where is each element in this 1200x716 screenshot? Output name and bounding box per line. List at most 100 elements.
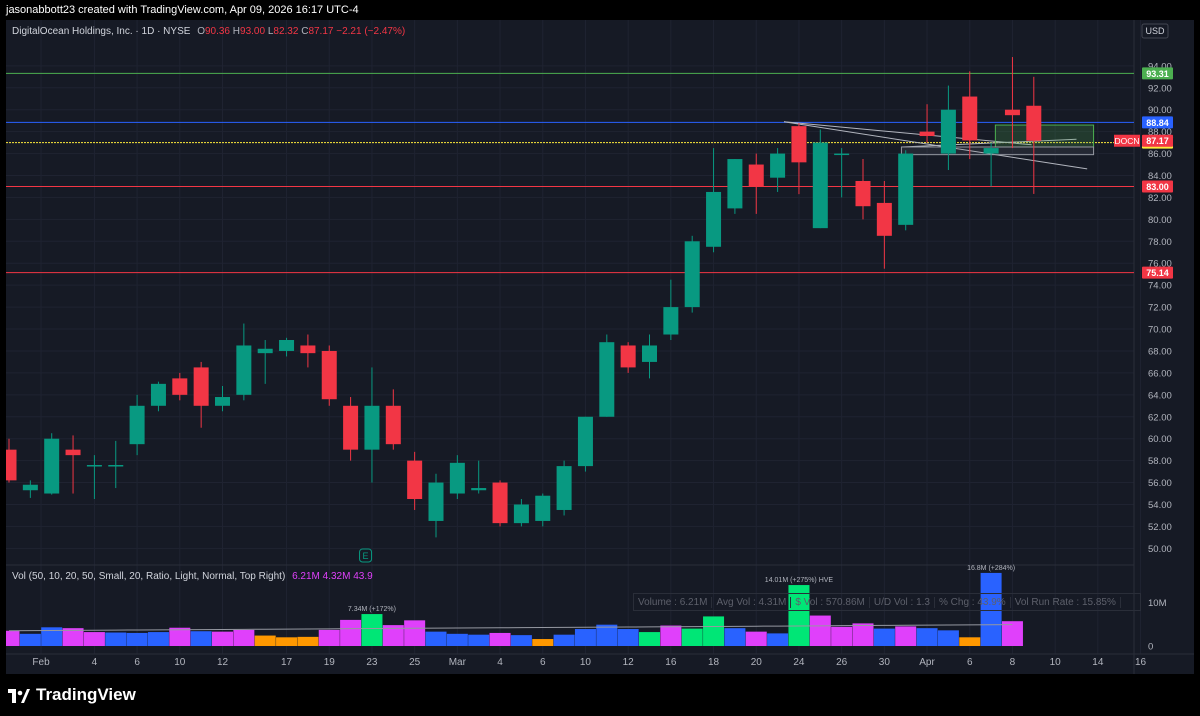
price-tick-label: 54.00 (1148, 500, 1172, 511)
time-tick-label: 24 (793, 657, 805, 668)
candle (449, 462, 465, 494)
price-level-label: 75.14 (1146, 268, 1169, 278)
price-tick-label: 94.00 (1148, 61, 1172, 72)
currency-badge (1141, 23, 1169, 39)
candle (300, 345, 316, 354)
candle (193, 367, 209, 406)
candle (556, 466, 572, 510)
close-label: C (301, 26, 309, 37)
time-tick-label: 16 (665, 657, 677, 668)
candle (279, 339, 295, 351)
volume-value-2: 4.32M (322, 571, 351, 582)
candle (513, 504, 529, 524)
symbol-legend: DigitalOcean Holdings, Inc. · 1D · NYSE … (12, 25, 405, 39)
header-bar: jasonabbott23 created with TradingView.c… (0, 0, 1200, 20)
open-label: O (197, 26, 205, 37)
candle (876, 202, 892, 236)
time-tick-label: Apr (919, 657, 935, 668)
candle (684, 241, 700, 308)
volume-bar (361, 614, 383, 646)
time-tick-label: 23 (366, 657, 378, 668)
candle (599, 342, 615, 417)
candle (706, 191, 722, 247)
volume-bar (169, 627, 191, 646)
trendline (901, 138, 1077, 148)
price-tick-label: 86.00 (1148, 149, 1172, 160)
volume-bar (126, 632, 148, 646)
volume-bar (681, 628, 703, 646)
candle (129, 405, 145, 445)
tradingview-logo[interactable]: TradingView (8, 684, 136, 706)
price-level-label: 88.84 (1146, 118, 1169, 128)
time-tick-label: 30 (879, 657, 891, 668)
volume-annotation: 14.01M (+275%) HVE (765, 577, 834, 584)
stat-run-rate: Vol Run Rate : 15.85% (1010, 597, 1121, 608)
volume-bar (617, 629, 639, 646)
volume-stats-box: Volume : 6.21M Avg Vol : 4.31M $ Vol : 570… (633, 593, 1141, 611)
price-tick-label: 58.00 (1148, 456, 1172, 467)
time-tick-label: 10 (580, 657, 592, 668)
volume-value-3: 43.9 (353, 571, 373, 582)
candle (172, 378, 188, 395)
candle (1004, 109, 1020, 116)
volume-bar (895, 626, 917, 646)
change-value: −2.21 (−2.47%) (336, 26, 406, 37)
candle (1026, 105, 1042, 141)
time-tick-label: 12 (623, 657, 635, 668)
volume-bar (1001, 621, 1023, 646)
candle (471, 488, 487, 491)
time-tick-label: 12 (217, 657, 229, 668)
volume-bar (83, 632, 105, 646)
time-tick-label: 8 (1010, 657, 1016, 668)
price-tick-label: 82.00 (1148, 193, 1172, 204)
chart-canvas[interactable]: E 7.34M (+172%) 14.01M (+275%) HVE 16.8M (+… (6, 20, 1194, 674)
high-label: H (232, 26, 241, 37)
candle (620, 345, 636, 368)
candle (108, 465, 124, 467)
stat-ud-vol: U/D Vol : 1.3 (869, 597, 935, 608)
time-tick-label: 14 (1092, 657, 1104, 668)
price-tick-label: 84.00 (1148, 171, 1172, 182)
volume-bar (703, 616, 725, 646)
footer-bar (0, 676, 1200, 716)
candle (727, 159, 743, 209)
candle (215, 397, 230, 406)
price-level-tag (1142, 67, 1173, 80)
candle (385, 405, 401, 445)
candle (44, 438, 60, 494)
volume-bar (62, 628, 84, 646)
chart-panel[interactable]: E 7.34M (+172%) 14.01M (+275%) HVE 16.8M (+… (6, 20, 1194, 674)
volume-bar (660, 625, 682, 646)
price-tick-label: 72.00 (1148, 303, 1172, 314)
time-tick-label: 18 (708, 657, 720, 668)
volume-bar (574, 629, 596, 646)
volume-legend-title: Vol (50, 10, 20, 50, Small, 20, Ratio, L… (12, 571, 286, 582)
symbol-name: DigitalOcean Holdings, Inc. · 1D · NYSE (12, 26, 191, 37)
volume-bar (831, 626, 853, 646)
volume-bar (873, 628, 895, 646)
volume-bar (788, 585, 810, 646)
price-tick-label: 56.00 (1148, 478, 1172, 489)
time-tick-label: 19 (324, 657, 336, 668)
volume-bar (916, 628, 938, 646)
candle (65, 449, 81, 456)
volume-bar (596, 624, 618, 646)
symbol-tag-label: DOCN (1114, 136, 1139, 146)
volume-bar (212, 631, 233, 646)
volume-bar (233, 629, 255, 646)
volume-value-1: 6.21M (292, 571, 320, 582)
candle (150, 383, 166, 406)
price-tick-label: 52.00 (1148, 522, 1172, 533)
trendline (783, 121, 1032, 146)
price-tick-label: 78.00 (1148, 237, 1172, 248)
high-value: 93.00 (240, 26, 266, 37)
volume-legend: Vol (50, 10, 20, 50, Small, 20, Ratio, L… (12, 570, 373, 584)
time-tick-label: 6 (540, 657, 546, 668)
volume-annotation: 16.8M (+284%) (967, 565, 1015, 572)
volume-bar (340, 619, 362, 646)
candle (898, 153, 914, 225)
low-label: L (267, 26, 274, 37)
volume-tick-label: 10M (1148, 598, 1167, 609)
stat-avg-vol: Avg Vol : 4.31M (712, 597, 792, 608)
